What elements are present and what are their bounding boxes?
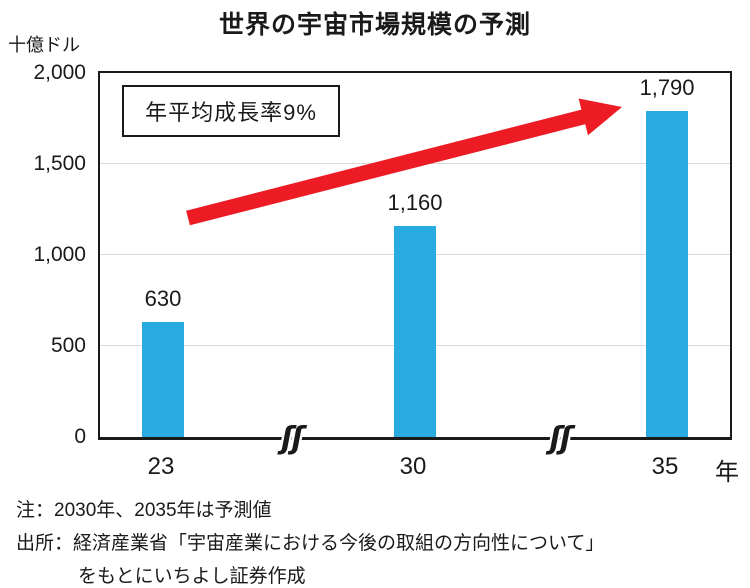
y-tick-label: 1,500 [33,152,86,175]
y-tick-label: 2,000 [33,61,86,84]
growth-rate-annotation-label: 年平均成長率9% [145,100,317,125]
bar-value-label: 1,790 [639,75,695,101]
y-axis-unit-label: 十億ドル [8,35,80,55]
footnote-source-2: をもとにいちよし証券作成 [78,566,306,587]
x-tick-label: 30 [399,453,427,480]
bar-value-label: 1,160 [387,189,443,215]
plot-inner: 年平均成長率9% 630 1,160 1,790 ʃʃ ʃʃ [100,73,730,454]
chart-title: 世界の宇宙市場規模の予測 [218,11,531,39]
trend-arrow [186,98,622,226]
y-tick-label: 1,000 [33,243,86,266]
bar-30 [394,225,436,437]
bar-35 [646,111,688,437]
footnote-source: 出所：経済産業省「宇宙産業における今後の取組の方向性について」 [16,533,605,554]
x-axis-unit-label: 年 [715,459,739,486]
x-tick-label: 23 [147,453,175,480]
y-tick-label: 500 [50,334,86,357]
bar-value-label: 630 [144,286,182,312]
y-tick-label: 0 [74,425,86,448]
bar-23 [142,322,184,437]
axis-break-icon: ʃʃ [281,421,304,456]
axis-break-icon: ʃʃ [549,421,572,456]
footnote-note: 注：2030年、2035年は予測値 [16,500,272,521]
x-tick-label: 35 [651,453,679,480]
plot-area: 年平均成長率9% 630 1,160 1,790 ʃʃ ʃʃ [98,71,732,454]
growth-rate-annotation-box: 年平均成長率9% [122,85,340,137]
